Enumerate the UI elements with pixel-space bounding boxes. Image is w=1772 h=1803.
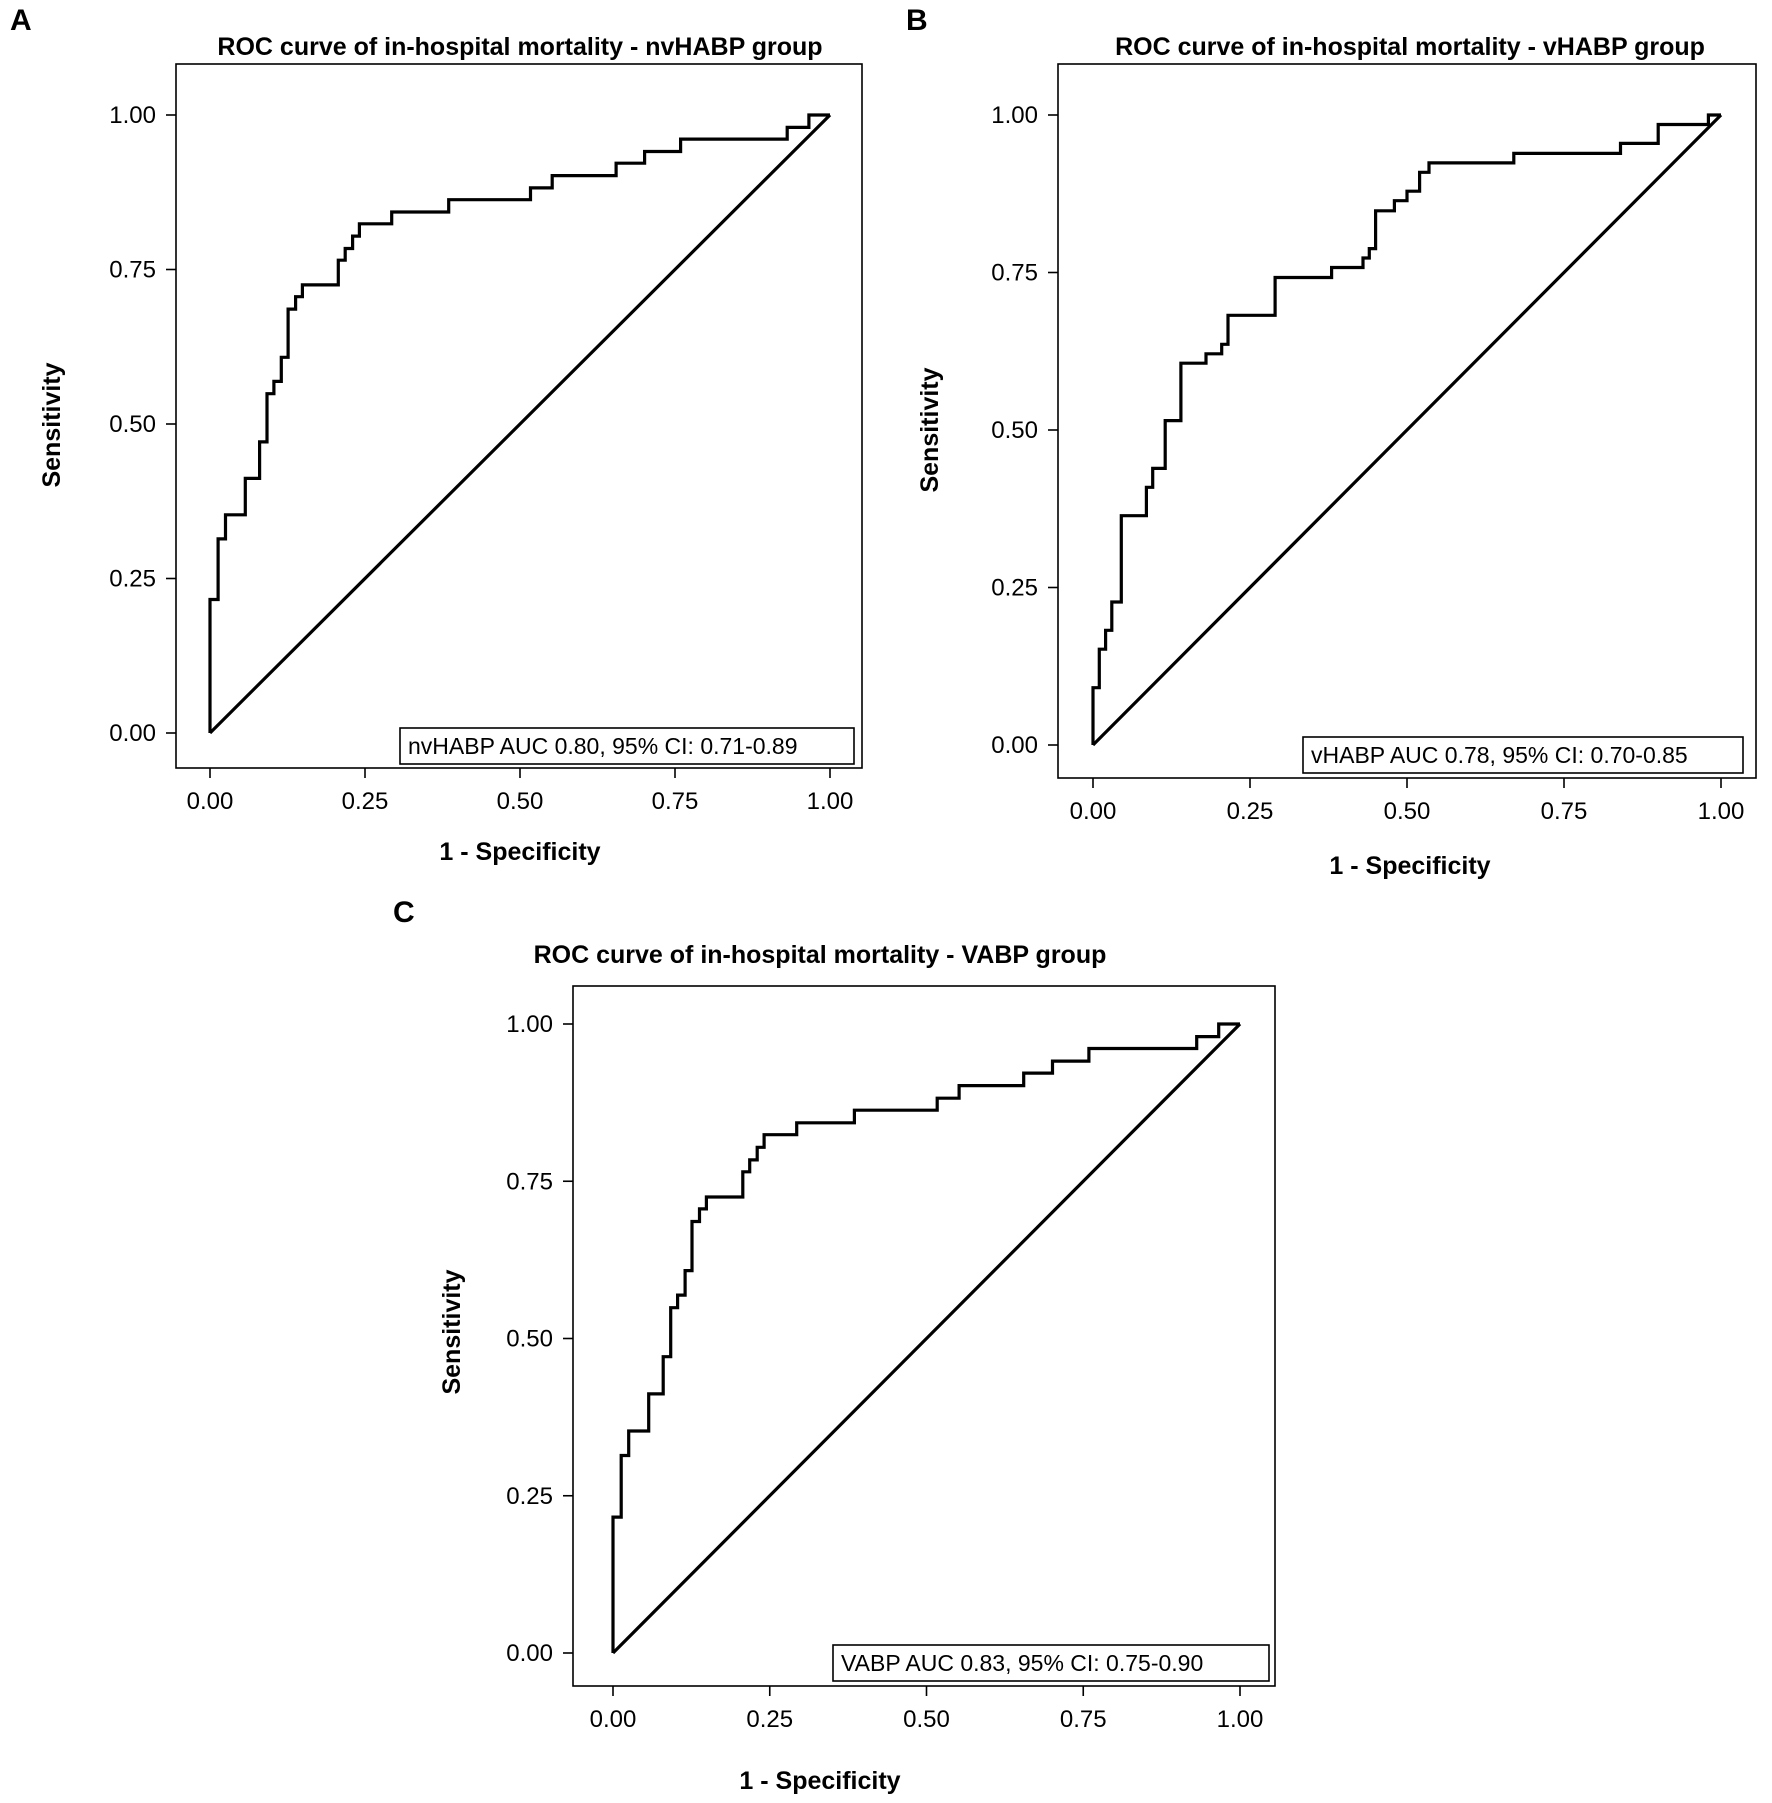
roc-curve-line bbox=[1091, 113, 1721, 745]
y-axis-label: Sensitivity bbox=[916, 367, 944, 492]
y-tick-label: 0.25 bbox=[109, 566, 156, 593]
x-tick-label: 0.75 bbox=[1060, 1706, 1107, 1733]
reference-diagonal-line bbox=[611, 1022, 1242, 1655]
auc-legend-box bbox=[832, 1644, 1270, 1682]
x-tick-label: 0.50 bbox=[1384, 798, 1431, 825]
y-tick-label: 0.75 bbox=[109, 257, 156, 284]
x-tick-label: 0.50 bbox=[903, 1706, 950, 1733]
x-tick-label: 1.00 bbox=[807, 788, 854, 815]
y-tick-label: 0.25 bbox=[506, 1483, 553, 1510]
x-tick-label: 1.00 bbox=[1217, 1706, 1264, 1733]
x-axis-label: 1 - Specificity bbox=[439, 838, 600, 866]
y-tick-label: 0.50 bbox=[991, 417, 1038, 444]
y-tick-label: 0.50 bbox=[506, 1326, 553, 1353]
auc-legend-text: VABP AUC 0.83, 95% CI: 0.75-0.90 bbox=[841, 1650, 1203, 1676]
x-tick-label: 0.25 bbox=[746, 1706, 793, 1733]
x-tick-label: 0.25 bbox=[1227, 798, 1274, 825]
x-axis-label: 1 - Specificity bbox=[739, 1767, 900, 1795]
plot-frame bbox=[572, 985, 1276, 1687]
chart-title: ROC curve of in-hospital mortality - vHA… bbox=[1115, 33, 1705, 61]
plot-frame bbox=[175, 63, 863, 769]
y-tick-label: 1.00 bbox=[109, 102, 156, 129]
y-tick-label: 0.25 bbox=[991, 575, 1038, 602]
x-tick-label: 1.00 bbox=[1698, 798, 1745, 825]
x-tick-label: 0.75 bbox=[1541, 798, 1588, 825]
auc-legend-text: nvHABP AUC 0.80, 95% CI: 0.71-0.89 bbox=[408, 733, 798, 759]
panel-letter: B bbox=[906, 4, 928, 37]
plot-frame bbox=[1057, 63, 1757, 779]
reference-diagonal-line bbox=[1091, 113, 1723, 747]
x-tick-label: 0.00 bbox=[187, 788, 234, 815]
x-axis-label: 1 - Specificity bbox=[1329, 852, 1490, 880]
y-axis-label: Sensitivity bbox=[438, 1269, 466, 1394]
x-tick-label: 0.00 bbox=[590, 1706, 637, 1733]
y-tick-label: 0.75 bbox=[506, 1168, 553, 1195]
y-tick-label: 0.75 bbox=[991, 260, 1038, 287]
reference-diagonal-line bbox=[208, 113, 832, 735]
auc-legend-text: vHABP AUC 0.78, 95% CI: 0.70-0.85 bbox=[1311, 742, 1688, 768]
panel-letter: C bbox=[393, 896, 415, 929]
panel-c: C ROC curve of in-hospital mortality - VA… bbox=[393, 896, 1276, 1795]
y-axis-label: Sensitivity bbox=[38, 362, 66, 487]
roc-curve-line bbox=[208, 113, 830, 733]
y-tick-label: 1.00 bbox=[506, 1011, 553, 1038]
panel-letter: A bbox=[10, 4, 32, 37]
y-tick-label: 0.00 bbox=[109, 720, 156, 747]
roc-curve-line bbox=[611, 1022, 1240, 1653]
x-tick-label: 0.00 bbox=[1070, 798, 1117, 825]
y-tick-label: 1.00 bbox=[991, 102, 1038, 129]
x-tick-label: 0.50 bbox=[497, 788, 544, 815]
y-tick-label: 0.50 bbox=[109, 411, 156, 438]
chart-title: ROC curve of in-hospital mortality - VAB… bbox=[534, 941, 1107, 969]
x-tick-label: 0.25 bbox=[342, 788, 389, 815]
panel-b: B ROC curve of in-hospital mortality - vH… bbox=[906, 4, 1757, 880]
auc-legend-box bbox=[399, 727, 855, 765]
y-tick-label: 0.00 bbox=[506, 1640, 553, 1667]
panel-a: A ROC curve of in-hospital mortality - nv… bbox=[10, 4, 863, 866]
auc-legend-box bbox=[1302, 736, 1744, 774]
y-tick-label: 0.00 bbox=[991, 732, 1038, 759]
chart-title: ROC curve of in-hospital mortality - nvH… bbox=[217, 33, 822, 61]
x-tick-label: 0.75 bbox=[652, 788, 699, 815]
